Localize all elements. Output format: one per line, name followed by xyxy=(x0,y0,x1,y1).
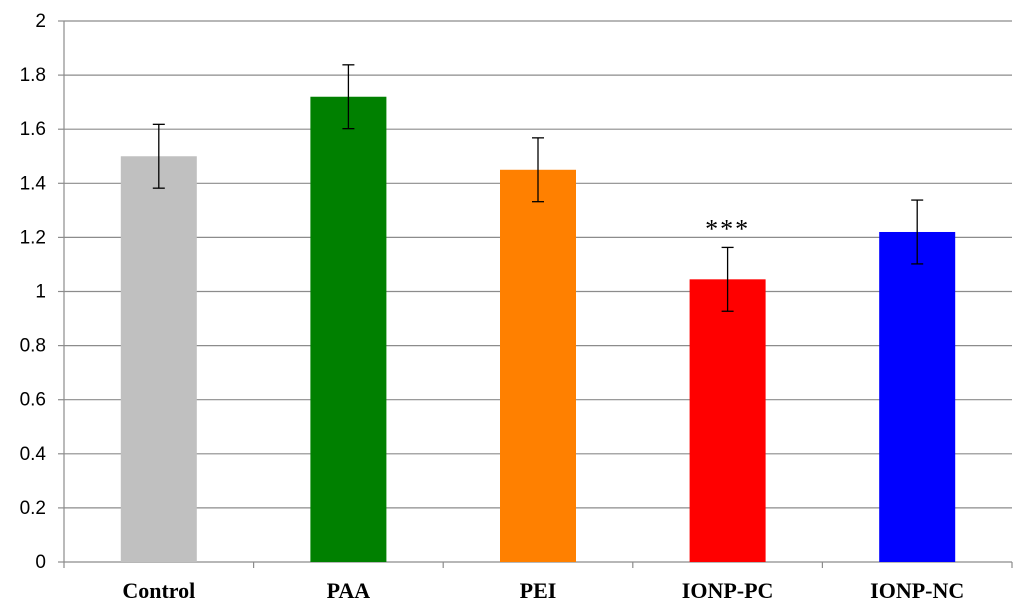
y-tick-label: 0.8 xyxy=(20,336,46,357)
y-tick-label: 1.4 xyxy=(20,173,47,194)
bar-ionp-pc xyxy=(689,279,766,562)
y-axis-ticks: 0 0.2 0.4 0.6 0.8 1 1.2 1.4 1.6 1.8 2 xyxy=(20,11,47,573)
significance-annotation: *** xyxy=(705,214,750,243)
x-tick-label: IONP-NC xyxy=(870,578,964,603)
y-tick-label: 0.4 xyxy=(20,444,47,465)
bar-ionp-nc xyxy=(879,231,956,563)
annotations: *** xyxy=(705,214,750,243)
y-tick-label: 1.2 xyxy=(20,227,46,248)
bars xyxy=(120,96,956,563)
y-tick-label: 0.6 xyxy=(20,390,46,411)
y-tick-label: 1 xyxy=(35,282,46,303)
bar-pei xyxy=(500,169,576,562)
y-tick-label: 1.6 xyxy=(20,119,46,140)
error-bars xyxy=(152,64,924,312)
x-tick-label: PEI xyxy=(520,578,557,603)
bar-control xyxy=(120,156,197,562)
x-axis-ticks: Control PAA PEI IONP-PC IONP-NC xyxy=(122,578,964,603)
y-tick-label: 0 xyxy=(35,552,46,573)
y-tick-label: 0.2 xyxy=(20,498,46,519)
x-tick-label: PAA xyxy=(327,578,371,603)
y-tick-label: 1.8 xyxy=(20,65,46,86)
y-tick-label: 2 xyxy=(35,11,46,32)
x-tick-label: IONP-PC xyxy=(682,578,774,603)
x-tick-label: Control xyxy=(122,578,195,603)
bar-paa xyxy=(310,96,387,563)
